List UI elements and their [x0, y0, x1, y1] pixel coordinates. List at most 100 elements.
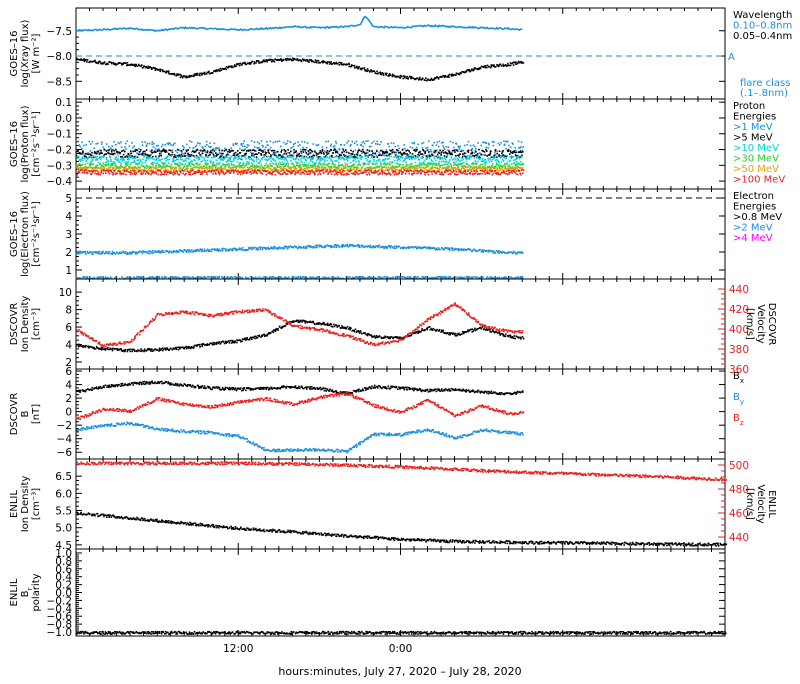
data-point [174, 250, 176, 252]
data-point [333, 157, 335, 159]
data-point [241, 157, 243, 159]
data-point [98, 161, 100, 163]
data-point [259, 143, 261, 145]
data-point [202, 147, 204, 149]
data-point [142, 141, 144, 143]
data-point [495, 66, 497, 68]
data-point [457, 174, 459, 176]
data-point [157, 150, 159, 152]
data-point [233, 153, 235, 155]
data-point [318, 60, 320, 62]
data-point [516, 161, 518, 163]
data-point [303, 246, 305, 248]
data-point [517, 167, 519, 169]
data-point [369, 160, 371, 162]
data-point [366, 140, 368, 142]
data-point [307, 142, 309, 144]
data-point [309, 173, 311, 175]
data-point [199, 159, 201, 161]
data-point [152, 158, 154, 160]
data-point [348, 157, 350, 159]
data-point [268, 158, 270, 160]
data-point [389, 73, 391, 75]
data-point [510, 62, 512, 64]
data-point [423, 150, 425, 152]
data-point [113, 173, 115, 175]
data-point [221, 155, 223, 157]
data-point [423, 142, 425, 144]
data-point [251, 153, 253, 155]
data-point [443, 174, 445, 176]
data-point [331, 163, 333, 165]
data-point [129, 172, 131, 174]
data-point [317, 158, 319, 160]
data-point [78, 253, 80, 255]
data-point [456, 143, 458, 145]
data-point [498, 143, 500, 145]
data-point [287, 161, 289, 163]
data-point [130, 253, 132, 255]
data-point [372, 152, 374, 154]
data-point [477, 161, 479, 163]
data-point [87, 162, 89, 164]
data-point [202, 153, 204, 155]
data-point [86, 61, 88, 63]
data-point [233, 170, 235, 172]
data-point [161, 158, 163, 160]
data-point [91, 167, 93, 169]
data-point [477, 142, 479, 144]
data-point [190, 174, 192, 176]
data-point [306, 171, 308, 173]
data-point [445, 163, 447, 165]
data-point [458, 167, 460, 169]
data-point [405, 161, 407, 163]
y-tick-label: −8.0 [47, 51, 73, 63]
data-point [108, 253, 110, 255]
data-point [291, 167, 293, 169]
data-point [424, 79, 426, 81]
data-point [430, 155, 432, 157]
data-point [330, 149, 332, 151]
data-point [125, 62, 127, 64]
data-point [134, 172, 136, 174]
data-point [265, 159, 267, 161]
data-point [208, 156, 210, 158]
data-point [198, 250, 200, 252]
data-point [185, 152, 187, 154]
data-point [336, 156, 338, 158]
data-point [160, 159, 162, 161]
data-point [309, 170, 311, 172]
data-point [477, 167, 479, 169]
data-point [160, 165, 162, 167]
data-point [459, 157, 461, 159]
data-point [334, 145, 336, 147]
data-point [348, 152, 350, 154]
data-point [261, 140, 263, 142]
data-point [274, 248, 276, 250]
data-point [321, 153, 323, 155]
data-point [415, 165, 417, 167]
panel-note: (.1–.8nm) [740, 88, 788, 99]
data-point [358, 66, 360, 68]
data-point [92, 141, 94, 143]
data-point [201, 74, 203, 76]
data-point [353, 172, 355, 174]
data-point [458, 155, 460, 157]
data-point [515, 150, 517, 152]
data-point [339, 170, 341, 172]
data-point [160, 155, 162, 157]
data-point [254, 146, 256, 148]
data-point [289, 172, 291, 174]
data-point [154, 159, 156, 161]
data-point [445, 159, 447, 161]
data-point [258, 158, 260, 160]
data-point [138, 154, 140, 156]
data-point [254, 150, 256, 152]
data-point [405, 156, 407, 158]
data-point [350, 144, 352, 146]
data-point [369, 167, 371, 169]
data-point [211, 248, 213, 250]
data-point [175, 160, 177, 162]
data-point [86, 158, 88, 160]
data-point [323, 159, 325, 161]
